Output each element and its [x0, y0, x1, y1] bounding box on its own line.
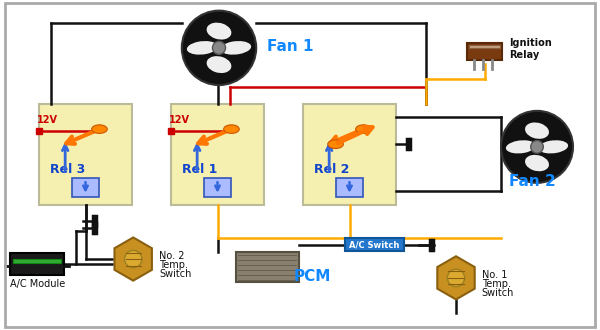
Polygon shape: [115, 238, 152, 280]
FancyBboxPatch shape: [73, 179, 98, 197]
FancyBboxPatch shape: [39, 104, 132, 205]
Text: No. 2: No. 2: [159, 251, 185, 261]
Ellipse shape: [206, 23, 232, 40]
FancyBboxPatch shape: [13, 259, 61, 263]
Ellipse shape: [187, 41, 218, 55]
Text: Relay: Relay: [509, 50, 539, 60]
Ellipse shape: [506, 140, 536, 153]
Text: Rel 1: Rel 1: [182, 163, 218, 176]
FancyBboxPatch shape: [467, 43, 502, 60]
Ellipse shape: [125, 250, 142, 268]
Ellipse shape: [182, 11, 256, 85]
FancyBboxPatch shape: [10, 253, 64, 275]
Ellipse shape: [212, 41, 226, 54]
Text: Rel 3: Rel 3: [50, 163, 85, 176]
Ellipse shape: [448, 269, 464, 286]
Circle shape: [356, 125, 371, 133]
FancyBboxPatch shape: [171, 104, 264, 205]
Ellipse shape: [206, 56, 232, 73]
Polygon shape: [437, 256, 475, 299]
Circle shape: [224, 125, 239, 133]
Ellipse shape: [531, 141, 544, 153]
Ellipse shape: [538, 140, 568, 153]
Text: Ignition: Ignition: [509, 38, 551, 48]
FancyBboxPatch shape: [345, 238, 404, 251]
Text: 12V: 12V: [37, 115, 58, 125]
FancyBboxPatch shape: [303, 104, 396, 205]
Text: Fan 2: Fan 2: [509, 174, 556, 189]
Ellipse shape: [220, 41, 251, 55]
Text: 12V: 12V: [169, 115, 190, 125]
FancyBboxPatch shape: [205, 179, 230, 197]
Text: Switch: Switch: [482, 288, 514, 298]
FancyBboxPatch shape: [469, 45, 500, 48]
Text: Temp.: Temp.: [159, 260, 188, 270]
FancyBboxPatch shape: [337, 179, 362, 197]
Circle shape: [328, 140, 343, 148]
Text: PCM: PCM: [294, 269, 331, 284]
FancyBboxPatch shape: [235, 252, 299, 282]
Text: A/C Switch: A/C Switch: [349, 240, 400, 249]
Text: A/C Module: A/C Module: [10, 280, 65, 289]
Text: Fan 1: Fan 1: [267, 39, 314, 54]
Text: Temp.: Temp.: [482, 279, 511, 289]
Circle shape: [92, 125, 107, 133]
Text: No. 1: No. 1: [482, 270, 507, 280]
Text: Switch: Switch: [159, 269, 191, 279]
Ellipse shape: [525, 155, 549, 171]
Ellipse shape: [525, 122, 549, 139]
Ellipse shape: [501, 111, 573, 183]
Text: Rel 2: Rel 2: [314, 163, 350, 176]
